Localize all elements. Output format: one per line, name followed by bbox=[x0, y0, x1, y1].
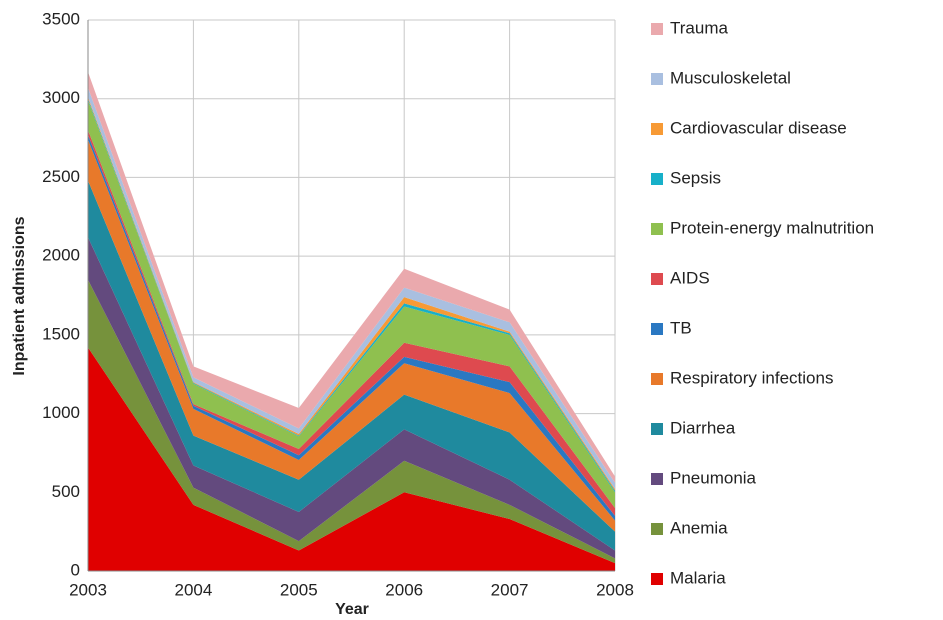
legend-label: AIDS bbox=[670, 268, 710, 287]
y-tick-label: 3000 bbox=[42, 88, 80, 107]
legend-label: Sepsis bbox=[670, 168, 721, 187]
legend-label: Anemia bbox=[670, 518, 728, 537]
x-tick-label: 2004 bbox=[174, 580, 212, 599]
x-tick-label: 2008 bbox=[596, 580, 634, 599]
y-axis-label: Inpatient admissions bbox=[11, 216, 28, 375]
y-tick-label: 0 bbox=[71, 560, 80, 579]
y-tick-label: 2500 bbox=[42, 167, 80, 186]
y-tick-label: 500 bbox=[52, 482, 80, 501]
legend-label: TB bbox=[670, 318, 692, 337]
y-tick-label: 1000 bbox=[42, 403, 80, 422]
area bbox=[88, 71, 615, 483]
area bbox=[88, 237, 615, 559]
x-tick-label: 2005 bbox=[280, 580, 318, 599]
legend-label: Respiratory infections bbox=[670, 368, 833, 387]
y-tick-label: 2000 bbox=[42, 246, 80, 265]
legend-swatch bbox=[651, 273, 663, 285]
legend-swatch bbox=[651, 173, 663, 185]
legend-label: Trauma bbox=[670, 18, 728, 37]
legend-label: Malaria bbox=[670, 568, 726, 587]
legend-label: Protein-energy malnutrition bbox=[670, 218, 874, 237]
x-axis-label: Year bbox=[335, 601, 369, 618]
area bbox=[88, 180, 615, 551]
legend-swatch bbox=[651, 323, 663, 335]
legend-swatch bbox=[651, 373, 663, 385]
area bbox=[88, 139, 615, 532]
x-tick-label: 2007 bbox=[491, 580, 529, 599]
x-tick-label: 2006 bbox=[385, 580, 423, 599]
legend-label: Cardiovascular disease bbox=[670, 118, 847, 137]
area bbox=[88, 279, 615, 564]
legend-swatch bbox=[651, 223, 663, 235]
legend-swatch bbox=[651, 523, 663, 535]
legend-label: Musculoskeletal bbox=[670, 68, 791, 87]
area bbox=[88, 347, 615, 571]
legend-label: Diarrhea bbox=[670, 418, 736, 437]
legend-swatch bbox=[651, 473, 663, 485]
legend-swatch bbox=[651, 73, 663, 85]
legend-swatch bbox=[651, 423, 663, 435]
x-tick-label: 2003 bbox=[69, 580, 107, 599]
legend-swatch bbox=[651, 123, 663, 135]
legend-label: Pneumonia bbox=[670, 468, 757, 487]
legend-swatch bbox=[651, 23, 663, 35]
y-tick-label: 3500 bbox=[42, 9, 80, 28]
legend-swatch bbox=[651, 573, 663, 585]
area bbox=[88, 100, 615, 509]
y-tick-label: 1500 bbox=[42, 324, 80, 343]
